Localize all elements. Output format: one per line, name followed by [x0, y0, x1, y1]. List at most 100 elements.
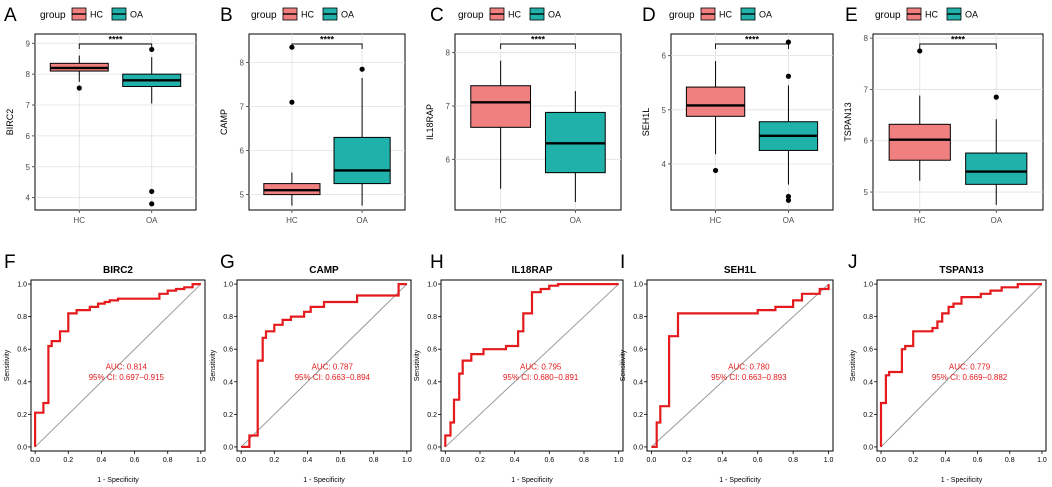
x-tick-label: 0.0 [30, 457, 40, 464]
y-tick-label: 0.2 [863, 412, 873, 419]
y-tick-label: 1.0 [863, 282, 873, 289]
y-axis-label: Sensitivity [620, 349, 627, 381]
x-tick-label: 0.8 [1005, 457, 1015, 464]
y-tick-label: 0.4 [863, 379, 873, 386]
y-tick-label: 8 [864, 34, 869, 43]
y-axis-label: Sensitivity [210, 349, 217, 381]
x-tick-label: 0.4 [717, 457, 727, 464]
x-tick-label: 0.8 [369, 457, 379, 464]
significance-label: **** [951, 35, 966, 45]
outlier-point [149, 46, 155, 53]
box-oa [122, 46, 182, 207]
legend-title: group [669, 10, 695, 21]
auc-label: AUC: 0.787 [312, 363, 354, 372]
chance-diagonal [444, 283, 620, 448]
y-tick-label: 0.4 [17, 379, 27, 386]
roc-title: CAMP [309, 265, 339, 276]
legend-label-oa: OA [965, 10, 978, 20]
box-oa [333, 66, 391, 206]
y-axis-label: BIRC2 [5, 109, 15, 136]
x-tick-label: HC [710, 216, 722, 225]
y-tick-label: 1.0 [427, 282, 437, 289]
panel-letter: H [430, 252, 444, 273]
panel-letter: D [642, 5, 656, 26]
legend-title: group [40, 10, 66, 21]
y-tick-label: 7 [446, 102, 451, 111]
significance-bracket: **** [919, 35, 997, 49]
x-tick-label: 0.2 [269, 457, 279, 464]
ci-label: 95% CI: 0.663−0.893 [711, 373, 787, 382]
auc-label: AUC: 0.814 [106, 363, 148, 372]
outlier-point [149, 188, 155, 195]
x-tick-label: OA [990, 216, 1002, 225]
legend: group HC OA [40, 7, 143, 21]
outlier-point [76, 85, 82, 91]
outlier-point [149, 201, 155, 207]
chance-diagonal [240, 283, 408, 448]
x-tick-label: OA [356, 216, 368, 225]
bracket-line [715, 43, 789, 49]
x-tick-label: 0.2 [908, 457, 918, 464]
legend: group HC OA [251, 7, 354, 21]
y-tick-label: 0.4 [633, 379, 643, 386]
x-tick-label: 0.4 [303, 457, 313, 464]
roc-curve [651, 284, 830, 448]
x-tick-label: 0.6 [753, 457, 763, 464]
y-axis-label: IL18RAP [425, 104, 435, 140]
legend-label-oa: OA [130, 10, 143, 20]
y-tick-label: 5 [26, 163, 31, 172]
y-tick-label: 5 [240, 191, 245, 200]
legend-label-hc: HC [925, 10, 938, 20]
panel-letter: F [4, 252, 16, 273]
x-tick-label: 0.0 [876, 457, 886, 464]
roc-curve [879, 283, 1042, 447]
x-tick-label: 0.2 [682, 457, 692, 464]
bracket-line [78, 43, 153, 49]
ci-label: 95% CI: 0.680−0.891 [503, 373, 579, 382]
x-tick-label: HC [286, 216, 298, 225]
y-tick-label: 4 [662, 160, 667, 169]
legend-label-hc: HC [719, 10, 732, 20]
panel-letter: G [220, 252, 235, 273]
outlier-point [993, 94, 999, 100]
y-axis-label: Sensitivity [414, 349, 421, 381]
x-tick-label: 0.2 [63, 457, 73, 464]
y-tick-label: 0.6 [863, 347, 873, 354]
y-tick-label: 0.6 [223, 347, 233, 354]
auc-label: AUC: 0.795 [520, 363, 562, 372]
box-body [965, 152, 1028, 185]
x-tick-label: 0.6 [336, 457, 346, 464]
y-tick-label: 0.2 [633, 412, 643, 419]
panel-letter: B [220, 5, 233, 26]
y-tick-label: 0.0 [223, 444, 233, 451]
legend-title: group [251, 10, 277, 21]
ci-label: 95% CI: 0.663−0.894 [295, 373, 371, 382]
panel-letter: I [620, 252, 625, 273]
x-tick-label: 0.4 [510, 457, 520, 464]
x-tick-label: HC [73, 216, 85, 225]
y-tick-label: 0.8 [17, 314, 27, 321]
outlier-point [712, 167, 719, 174]
x-axis-label: 1 - Specificity [719, 477, 761, 484]
significance-bracket: **** [500, 35, 576, 49]
box-hc [470, 60, 532, 189]
x-tick-label: 0.4 [941, 457, 951, 464]
outlier-point [359, 66, 365, 72]
x-tick-label: HC [495, 216, 507, 225]
y-tick-label: 0.2 [17, 412, 27, 419]
y-tick-label: 1.0 [633, 282, 643, 289]
legend-title: group [458, 10, 484, 21]
roc-curve [444, 283, 619, 447]
legend-label-hc: HC [301, 10, 314, 20]
panel-letter: J [848, 252, 858, 273]
y-tick-label: 0.8 [863, 314, 873, 321]
y-tick-label: 0.0 [17, 444, 27, 451]
x-tick-label: 0.2 [475, 457, 485, 464]
significance-label: **** [108, 35, 123, 45]
y-tick-label: 1.0 [17, 282, 27, 289]
